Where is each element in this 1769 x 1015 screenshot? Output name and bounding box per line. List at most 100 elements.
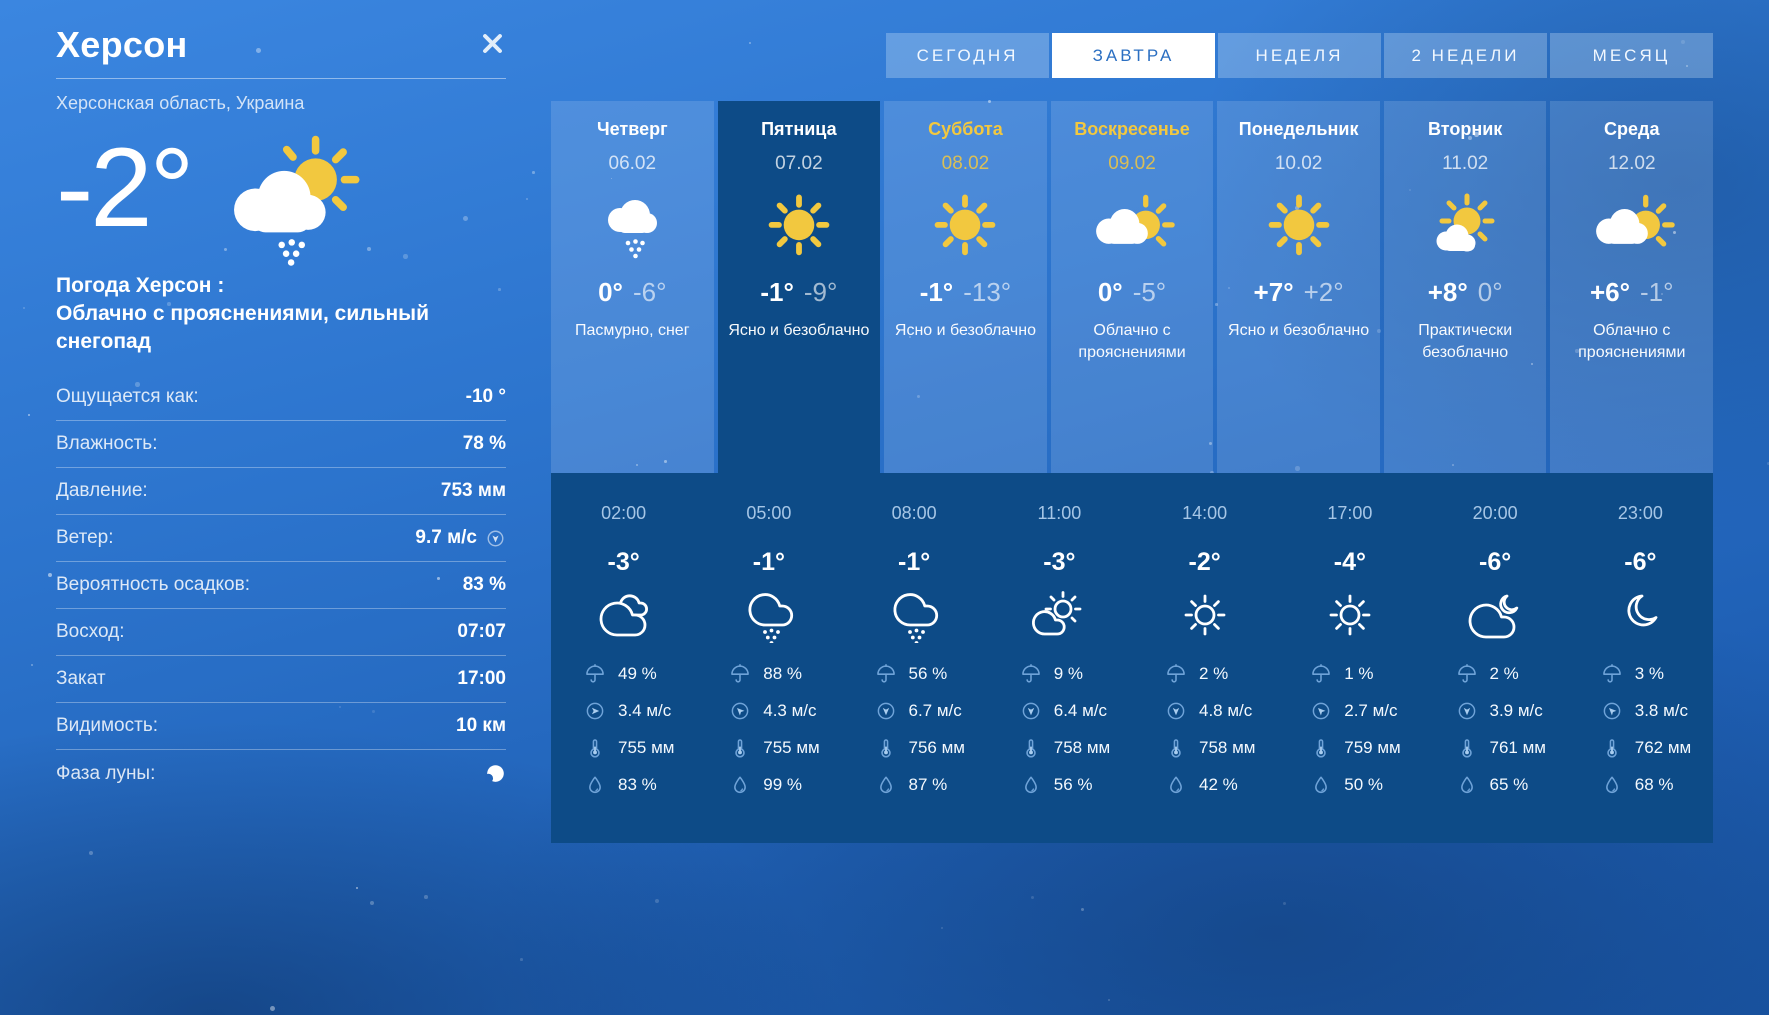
wind-value: 6.7 м/с — [908, 700, 962, 720]
day-icon-slot — [1251, 189, 1347, 265]
humidity-stat: 50 % — [1310, 766, 1422, 803]
precip-stat: 49 % — [584, 655, 696, 692]
snow-dot — [356, 887, 358, 889]
stat-label: Ощущается как: — [56, 386, 199, 408]
cloud-moon-outline-icon — [1467, 587, 1523, 643]
hour-temp: -6° — [1624, 548, 1657, 576]
stat-value: 9.7 м/с — [415, 527, 506, 549]
hour-time: 14:00 — [1182, 503, 1228, 523]
stat-label: Фаза луны: — [56, 762, 156, 784]
precip-value: 88 % — [763, 663, 802, 683]
stat-value: 10 км — [456, 715, 506, 737]
hour-temp: -4° — [1333, 548, 1366, 576]
humidity-stat: 65 % — [1456, 766, 1568, 803]
stat-row-humidity: Влажность: 78 % — [56, 421, 506, 469]
night-temp: -6° — [632, 277, 667, 307]
weather-summary: Погода Херсон : Облачно с прояснениями, … — [56, 272, 506, 356]
stat-value: 17:00 — [457, 668, 506, 690]
droplet-icon — [1020, 774, 1042, 796]
hour-time: 02:00 — [601, 503, 647, 523]
precip-stat: 9 % — [1020, 655, 1132, 692]
humidity-value: 68 % — [1634, 774, 1674, 794]
cloud-sun-snow-filled-icon — [215, 132, 371, 270]
night-temp: -1° — [1640, 277, 1674, 307]
thermometer-icon — [1456, 737, 1478, 759]
day-temps: -1° -13° — [884, 277, 1047, 308]
hour-card-1100: 11:00 -3° 9 % 6.4 м/с 758 мм 56 % — [987, 473, 1132, 843]
umbrella-icon — [875, 663, 897, 685]
thermometer-icon — [1601, 737, 1623, 759]
day-temp: 0° — [1097, 277, 1123, 307]
pressure-stat: 759 мм — [1310, 729, 1422, 766]
wind-icon — [1310, 700, 1332, 722]
day-name: Четверг — [597, 119, 668, 139]
day-card-tue[interactable]: Вторник 11.02 +8° 0° Практически безоблачно — [1383, 101, 1547, 473]
close-button[interactable] — [481, 32, 504, 55]
hour-icon-slot — [1177, 587, 1233, 643]
snow-dot — [1031, 896, 1035, 900]
day-card-wed[interactable]: Среда 12.02 +6° -1° Облачно с прояснениями — [1550, 101, 1714, 473]
hour-stats: 1 % 2.7 м/с 759 мм 50 % — [1277, 655, 1422, 803]
day-card-sun[interactable]: Воскресенье 09.02 0° -5° Облачно с прояснени… — [1050, 101, 1214, 473]
current-temp: -2° — [56, 125, 194, 250]
hour-stats: 56 % 6.7 м/с 756 мм 87 % — [842, 655, 987, 803]
hour-time: 08:00 — [891, 503, 937, 523]
summary-line2: Облачно с прояснениями, сильный снегопад — [56, 302, 430, 354]
day-card-mon[interactable]: Понедельник 10.02 +7° +2° Ясно и безоблачно — [1217, 101, 1380, 473]
stat-label: Ветер: — [56, 527, 114, 549]
day-card-thu[interactable]: Четверг 06.02 0° -6° Пасмурно, снег — [551, 101, 714, 473]
hour-time: 17:00 — [1327, 503, 1373, 523]
day-temp: +7° — [1253, 277, 1294, 307]
moon-outline-icon — [1612, 587, 1668, 643]
humidity-value: 99 % — [763, 774, 802, 794]
wind-stat: 3.4 м/с — [584, 692, 696, 729]
snow-dot — [23, 307, 26, 310]
hour-stats: 3 % 3.8 м/с 762 мм 68 % — [1568, 655, 1713, 803]
day-icon-slot — [1584, 189, 1680, 265]
precip-value: 3 % — [1634, 663, 1665, 683]
snow-dot — [526, 198, 528, 200]
pressure-stat: 755 мм — [729, 729, 841, 766]
droplet-icon — [1310, 774, 1332, 796]
precip-value: 9 % — [1053, 663, 1084, 683]
region-subtitle: Херсонская область, Украина — [56, 93, 305, 113]
tab-today[interactable]: СЕГОДНЯ — [886, 33, 1049, 78]
hour-temp: -3° — [607, 548, 640, 576]
tab-two-weeks[interactable]: 2 НЕДЕЛИ — [1384, 33, 1547, 78]
day-temp: -1° — [760, 277, 794, 307]
droplet-icon — [1456, 774, 1478, 796]
pressure-stat: 758 мм — [1020, 729, 1132, 766]
day-description: Практически безоблачно — [1418, 322, 1513, 361]
wind-icon — [1020, 700, 1042, 722]
precip-value: 2 % — [1489, 663, 1519, 683]
snow-dot — [424, 895, 428, 899]
precip-stat: 56 % — [875, 655, 987, 692]
sun-cloud-outline-icon — [1031, 587, 1087, 643]
stat-label: Закат — [56, 668, 106, 690]
humidity-value: 42 % — [1199, 774, 1238, 794]
wind-icon — [584, 700, 606, 722]
wind-stat: 4.8 м/с — [1165, 692, 1277, 729]
humidity-stat: 42 % — [1165, 766, 1277, 803]
snow-dot — [520, 958, 523, 961]
day-card-fri[interactable]: Пятница 07.02 -1° -9° Ясно и безоблачно — [717, 101, 881, 473]
tab-week[interactable]: НЕДЕЛЯ — [1218, 33, 1381, 78]
tab-month[interactable]: МЕСЯЦ — [1550, 33, 1713, 78]
day-card-sat[interactable]: Суббота 08.02 -1° -13° Ясно и безоблачно — [884, 101, 1047, 473]
thermometer-icon — [1165, 737, 1187, 759]
hour-stats: 9 % 6.4 м/с 758 мм 56 % — [987, 655, 1132, 803]
day-temps: +8° 0° — [1384, 277, 1547, 308]
wind-stat: 2.7 м/с — [1310, 692, 1422, 729]
hour-stats: 2 % 4.8 м/с 758 мм 42 % — [1132, 655, 1277, 803]
day-description: Ясно и безоблачно — [1228, 322, 1370, 339]
cloud-snow-outline-icon — [741, 587, 797, 643]
tab-tomorrow[interactable]: ЗАВТРА — [1052, 33, 1215, 78]
close-icon — [483, 34, 502, 53]
pressure-value: 755 мм — [618, 737, 675, 757]
hour-icon-slot — [1322, 587, 1378, 643]
wind-icon — [875, 700, 897, 722]
pressure-value: 758 мм — [1053, 737, 1111, 757]
night-temp: 0° — [1477, 277, 1503, 307]
day-date: 10.02 — [1274, 153, 1323, 174]
